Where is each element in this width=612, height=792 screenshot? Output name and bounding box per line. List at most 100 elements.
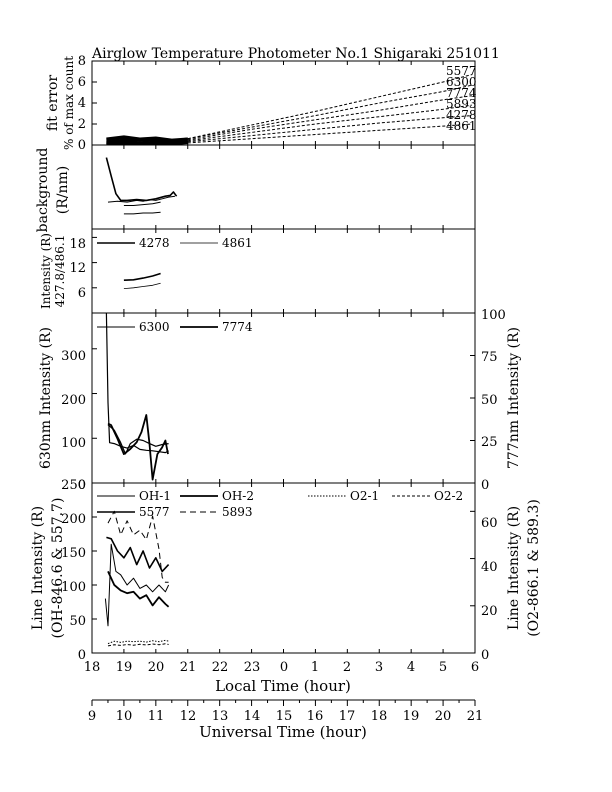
local-time-tick-label: 23 xyxy=(244,660,261,675)
fit-ylabel-1: fit error xyxy=(45,75,61,132)
red-ytick-right: 25 xyxy=(481,435,498,450)
local-time-tick-label: 4 xyxy=(407,660,415,675)
local-time-tick-label: 6 xyxy=(471,660,479,675)
line-ylabel-right-2: (O2-866.1 & 589.3) xyxy=(526,499,542,637)
local-time-tick-label: 22 xyxy=(212,660,229,675)
legend-label-7774: 7774 xyxy=(222,320,253,334)
line-ytick-right: 20 xyxy=(481,604,498,619)
local-time-tick-label: 2 xyxy=(343,660,351,675)
background-series-3 xyxy=(123,201,161,206)
bg-ylabel-2: (R/nm) xyxy=(55,166,71,214)
panel-fit-error: 8 6 4 2 0 fit error % of max count 5577 … xyxy=(45,54,477,153)
ut-tick-label: 9 xyxy=(88,709,96,724)
legend-label-4861: 4861 xyxy=(222,236,253,250)
red-intensity-marks xyxy=(91,312,476,484)
local-time-tick-label: 18 xyxy=(84,660,101,675)
legend-label-oh-1: OH-1 xyxy=(139,489,171,503)
legend-label-o2-2: O2-2 xyxy=(434,489,463,503)
local-time-tick-label: 3 xyxy=(375,660,383,675)
local-time-axis: 18 19 20 21 22 23 0 1 2 3 4 5 6 Local Ti… xyxy=(84,660,479,695)
line-series-5577 xyxy=(106,536,170,573)
local-time-tick-label: 20 xyxy=(148,660,165,675)
fit-series-4861-projection xyxy=(187,123,472,144)
background-series-1 xyxy=(105,157,178,202)
line-ytick-right: 0 xyxy=(481,648,489,663)
local-time-tick-label: 1 xyxy=(311,660,319,675)
blue-series-4861 xyxy=(123,282,161,289)
red-ytick-right: 100 xyxy=(481,308,506,323)
line-ytick-left: 150 xyxy=(61,546,86,561)
line-series-OH-2 xyxy=(107,571,170,608)
ut-axis-label: Universal Time (hour) xyxy=(199,723,367,741)
fit-ytick: 2 xyxy=(78,117,86,132)
red-series-7774 xyxy=(107,414,169,481)
line-ylabel-right-1: Line Intensity (R) xyxy=(506,506,522,630)
blue-intensity-marks xyxy=(91,229,476,313)
red-ylabel-left: 630nm Intensity (R) xyxy=(38,327,54,469)
fit-label-7774: 7774 xyxy=(446,86,477,100)
fit-label-4278: 4278 xyxy=(446,108,477,122)
local-time-tick-label: 5 xyxy=(439,660,447,675)
chart-title: Airglow Temperature Photometer No.1 Shig… xyxy=(91,46,500,62)
fit-series-4278-projection xyxy=(187,115,472,143)
fit-label-6300: 6300 xyxy=(446,75,477,89)
line-series-OH-1 xyxy=(104,543,170,627)
line-ylabel-left-2: (OH-846.6 & 557.7) xyxy=(50,498,66,639)
ut-tick-label: 17 xyxy=(339,709,356,724)
red-ytick-left: 100 xyxy=(61,436,86,451)
panel-red-frame xyxy=(91,312,476,484)
line-ytick-right: 40 xyxy=(481,560,498,575)
line-ytick-right: 60 xyxy=(481,516,498,531)
fit-ytick: 4 xyxy=(78,96,86,111)
fit-series-6300 xyxy=(106,135,188,142)
fit-series-5893-projection xyxy=(187,104,472,142)
ut-tick-label: 11 xyxy=(148,709,165,724)
ut-tick-label: 16 xyxy=(307,709,324,724)
red-series-extra xyxy=(107,424,169,455)
legend-label-5893: 5893 xyxy=(222,505,253,519)
ut-tick-label: 14 xyxy=(244,709,261,724)
blue-ylabel-1: Intensity (R) xyxy=(39,233,53,309)
line-ytick-left: 0 xyxy=(78,648,86,663)
red-ytick-left: 0 xyxy=(78,478,86,493)
background-series-4 xyxy=(123,211,161,215)
ut-tick-label: 10 xyxy=(116,709,133,724)
ut-tick-label: 15 xyxy=(276,709,293,724)
fit-ytick: 6 xyxy=(78,75,86,90)
blue-ytick: 6 xyxy=(78,286,86,301)
legend-label-4278: 4278 xyxy=(139,236,170,250)
line-series-O2-2 xyxy=(107,643,169,647)
local-time-tick-label: 19 xyxy=(116,660,133,675)
red-ytick-right: 75 xyxy=(481,350,498,365)
red-ytick-right: 50 xyxy=(481,393,498,408)
ut-tick-marks xyxy=(91,700,476,706)
line-ytick-left: 50 xyxy=(69,614,86,629)
blue-ytick: 18 xyxy=(69,237,86,252)
red-ylabel-right: 777nm Intensity (R) xyxy=(506,327,522,469)
background-series-2 xyxy=(107,195,176,203)
line-series-5893 xyxy=(107,510,169,583)
panel-line-intensity: 250 200 150 100 50 0 60 40 20 0 Line Int… xyxy=(30,478,542,663)
local-time-axis-label: Local Time (hour) xyxy=(215,677,351,695)
line-ytick-left: 200 xyxy=(61,512,86,527)
fit-label-5577: 5577 xyxy=(446,64,477,78)
fit-series-4861 xyxy=(106,141,188,146)
fit-label-5893: 5893 xyxy=(446,97,477,111)
local-time-tick-label: 0 xyxy=(280,660,288,675)
line-intensity-marks xyxy=(91,482,476,654)
blue-ytick: 12 xyxy=(69,261,86,276)
fit-ytick: 0 xyxy=(78,138,86,153)
blue-series-4278 xyxy=(123,272,161,281)
line-ytick-left: 100 xyxy=(61,580,86,595)
ut-tick-label: 12 xyxy=(180,709,197,724)
ut-tick-label: 13 xyxy=(212,709,229,724)
legend-label-6300: 6300 xyxy=(139,320,170,334)
legend-label-5577: 5577 xyxy=(139,505,170,519)
fit-error-marks xyxy=(91,60,476,146)
fit-ylabel-2: % of max count xyxy=(62,56,76,150)
red-ytick-left: 300 xyxy=(61,349,86,364)
line-ytick-left: 250 xyxy=(61,478,86,493)
red-ytick-left: 200 xyxy=(61,393,86,408)
panel-blue-intensity: 18 12 6 Intensity (R) 427.8/486.1 4278 4… xyxy=(39,228,476,314)
panel-red-intensity: 300 200 100 0 100 75 50 25 0 630nm Inten… xyxy=(38,308,522,493)
